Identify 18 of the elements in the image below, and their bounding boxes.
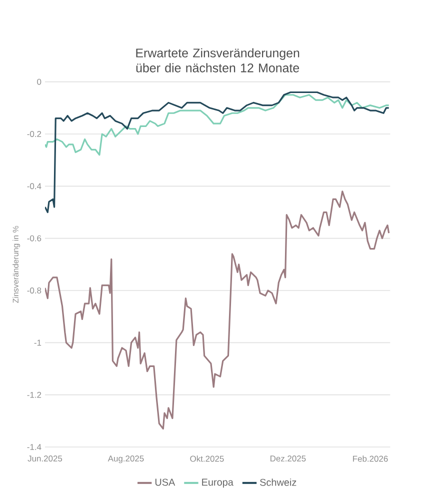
x-tick-label: Jun.2025 xyxy=(28,456,62,462)
legend-label: Schweiz xyxy=(260,478,296,486)
x-tick-label: Dez.2025 xyxy=(270,456,306,462)
y-tick-label: -0.8 xyxy=(27,288,42,294)
y-tick-label: -0.4 xyxy=(27,183,42,190)
y-tick-label: 0 xyxy=(37,78,42,85)
legend-label: USA xyxy=(155,478,176,486)
legend-label: Europa xyxy=(202,478,234,488)
x-tick-label: Aug.2025 xyxy=(108,456,144,464)
line-series xyxy=(45,190,390,430)
y-tick-label: -0.2 xyxy=(27,131,42,137)
x-tick-label: Okt.2025 xyxy=(190,456,224,462)
y-tick-label: -1.2 xyxy=(27,392,42,398)
chart-title: Erwartete Zinsveränderungen über die nächsten 12 Monate xyxy=(136,48,300,72)
y-tick-label: -1.4 xyxy=(27,444,42,450)
y-tick-label: -0.6 xyxy=(27,235,42,242)
x-tick-label: Feb.2026 xyxy=(353,456,388,462)
y-tick-label: -1 xyxy=(34,340,42,346)
